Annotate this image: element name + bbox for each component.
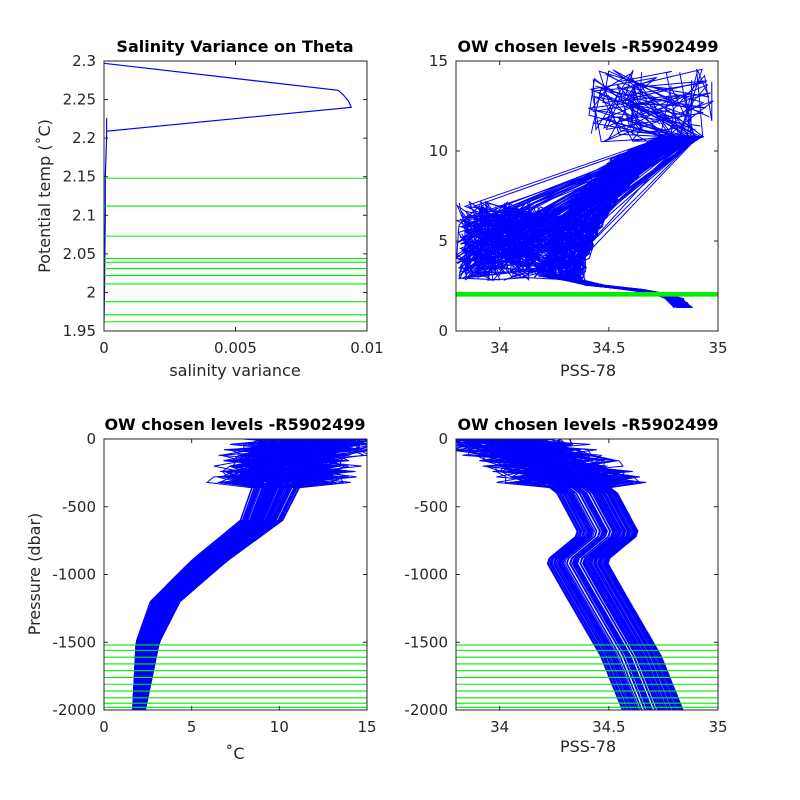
y-axis-label: Pressure (dbar) (25, 513, 44, 636)
y-axis-label: Potential temp (˚C) (35, 119, 54, 273)
profile-line (491, 439, 628, 710)
x-axis-label: PSS-78 (560, 361, 616, 380)
y-tick-label: 2.15 (63, 168, 96, 186)
profile-line (497, 439, 665, 710)
y-tick-label: -2000 (404, 701, 448, 719)
profile-line (475, 136, 686, 308)
panel-salinity-pressure: OW chosen levels -R5902499 PSS-78 34 34.5… (404, 415, 727, 756)
profile-line (132, 439, 313, 710)
y-tick-label: 2 (86, 283, 96, 301)
profile-line (497, 439, 663, 710)
profile-line (569, 102, 696, 308)
plot-area (104, 439, 367, 710)
y-tick-label: -500 (414, 498, 448, 516)
profile-line (137, 439, 344, 710)
y-tick-label: -500 (62, 498, 96, 516)
x-tick-label: 34.5 (592, 718, 625, 736)
profile-line (141, 439, 347, 710)
y-tick-label: 0 (438, 322, 448, 340)
plot-area (456, 68, 718, 309)
profile-line (474, 439, 634, 710)
x-tick-label: 15 (357, 718, 376, 736)
y-tick-label: 0 (438, 430, 448, 448)
profile-line (465, 439, 650, 710)
axes-frame (455, 60, 719, 332)
y-tick-label: 5 (438, 232, 448, 250)
panel-title: Salinity Variance on Theta (116, 37, 353, 56)
x-tick-label: 10 (270, 718, 289, 736)
x-axis-label: ˚C (225, 744, 244, 763)
profile-line (481, 439, 637, 710)
profile-line (135, 439, 341, 710)
y-tick-label: -1000 (404, 566, 448, 584)
profile-line (485, 136, 684, 308)
y-tick-label: 1.95 (63, 322, 96, 340)
y-tick-label: 15 (429, 52, 448, 70)
profile-line (144, 439, 357, 710)
x-tick-label: 35 (708, 339, 727, 357)
x-tick-label: 0.005 (214, 339, 257, 357)
x-tick-label: 0 (99, 339, 109, 357)
profile-line (134, 439, 307, 710)
y-tick-label: 10 (429, 142, 448, 160)
panel-title: OW chosen levels -R5902499 (457, 37, 718, 56)
panel-temperature-pressure: OW chosen levels -R5902499 ˚C Pressure (… (25, 415, 377, 763)
x-axis-label: salinity variance (169, 361, 300, 380)
y-tick-label: -2000 (52, 701, 96, 719)
x-tick-label: 0.01 (350, 339, 383, 357)
y-tick-label: 2.05 (63, 245, 96, 263)
profile-line (463, 136, 699, 308)
x-tick-label: 35 (708, 718, 727, 736)
x-tick-label: 34.5 (592, 339, 625, 357)
x-tick-label: 0 (99, 718, 109, 736)
panel-theta-salinity: OW chosen levels -R5902499 PSS-78 34 34.5… (429, 37, 728, 380)
x-tick-label: 34 (490, 339, 509, 357)
profile-line (512, 439, 683, 710)
y-tick-label: 2.25 (63, 91, 96, 109)
y-tick-label: 2.2 (72, 129, 96, 147)
profile-line (467, 439, 631, 710)
y-tick-label: 2.1 (72, 206, 96, 224)
plot-area (456, 439, 718, 710)
y-tick-label: 2.3 (72, 52, 96, 70)
y-tick-label: -1500 (404, 633, 448, 651)
profile-line (502, 439, 649, 710)
profile-line (142, 439, 349, 710)
profile-line (456, 439, 625, 710)
profile-line (485, 439, 652, 710)
profile-line (531, 439, 677, 710)
profile-line (544, 77, 680, 309)
panel-title: OW chosen levels -R5902499 (457, 415, 718, 434)
panel-salinity-variance: Salinity Variance on Theta salinity vari… (35, 37, 384, 380)
plot-area (104, 62, 367, 324)
profile-line (456, 439, 630, 710)
profile-line (513, 439, 670, 710)
profile-line (460, 136, 680, 308)
profile-line (140, 439, 329, 710)
profile-line (477, 439, 636, 710)
y-tick-label: -1000 (52, 566, 96, 584)
x-tick-label: 34 (490, 718, 509, 736)
x-tick-label: 5 (187, 718, 197, 736)
profile-line (466, 439, 627, 710)
profile-line (476, 439, 639, 710)
y-tick-label: 0 (86, 430, 96, 448)
x-axis-label: PSS-78 (560, 737, 616, 756)
profile-line (462, 439, 648, 710)
profile-line (144, 439, 362, 710)
panel-title: OW chosen levels -R5902499 (104, 415, 365, 434)
y-tick-label: -1500 (52, 633, 96, 651)
profile-line (564, 73, 686, 308)
